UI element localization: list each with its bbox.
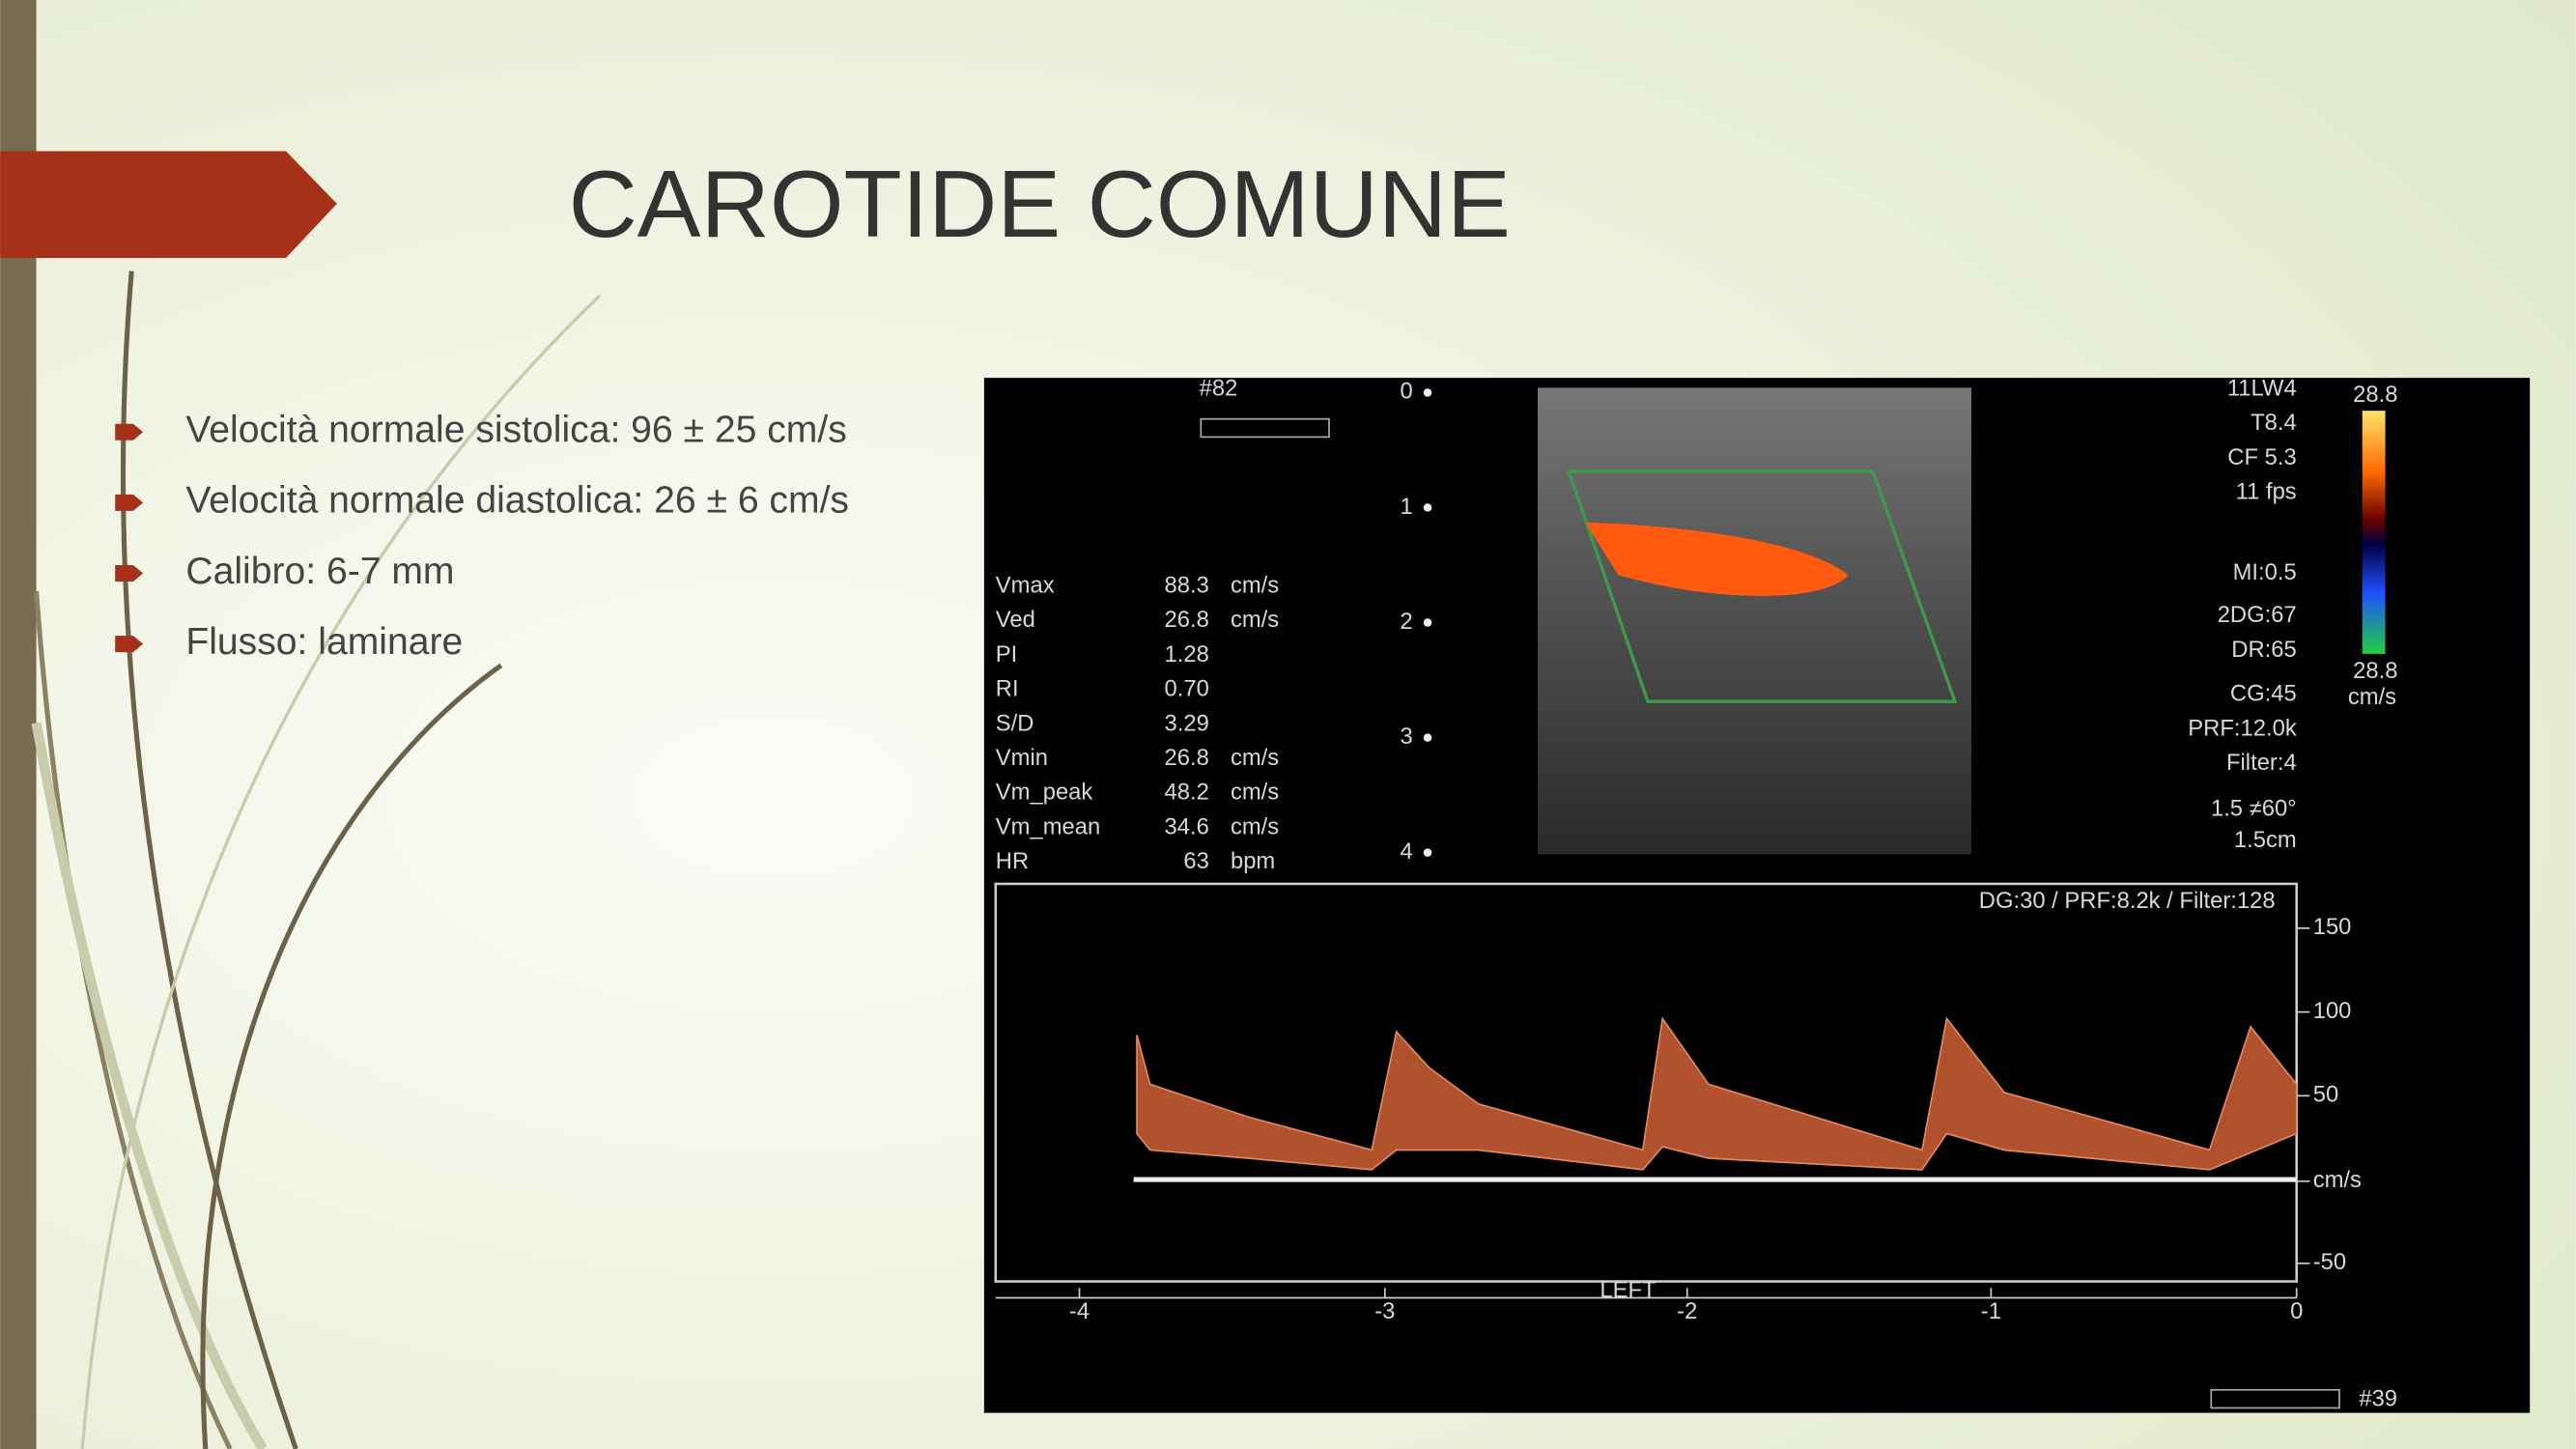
- depth-mark: 2: [1401, 609, 1413, 635]
- measurement-value: 48.2: [1165, 780, 1209, 806]
- bullet-marker: [115, 636, 144, 653]
- velocity-tick-label: 50: [2313, 1082, 2338, 1108]
- frame-bar: [1200, 417, 1330, 439]
- setting: 2DG:67: [2218, 602, 2297, 628]
- velocity-tick-label: 150: [2313, 914, 2352, 940]
- side-label: LEFT: [1599, 1277, 1656, 1303]
- time-tick-label: -1: [1981, 1298, 2001, 1324]
- color-box: [1566, 469, 1958, 703]
- measurement-unit: cm/s: [1231, 607, 1279, 633]
- measurement-value: 34.6: [1165, 813, 1209, 839]
- time-tick-label: -3: [1374, 1298, 1395, 1324]
- depth-dot: [1423, 618, 1432, 627]
- depth-dot: [1423, 848, 1432, 857]
- measurement-name: RI: [996, 676, 1019, 702]
- setting: CG:45: [2230, 681, 2297, 707]
- measurement-name: Vm_peak: [996, 780, 1093, 806]
- bullet-marker: [115, 565, 144, 582]
- depth-mark: 1: [1401, 494, 1413, 520]
- setting: T8.4: [2250, 410, 2297, 436]
- bullet-text: Flusso: laminare: [185, 621, 463, 663]
- vessel-flow: [1585, 522, 1849, 596]
- measurement-name: HR: [996, 848, 1029, 874]
- bullet-text: Velocità normale sistolica: 96 ± 25 cm/s: [185, 410, 846, 451]
- bullet-text: Velocità normale diastolica: 26 ± 6 cm/s: [185, 480, 849, 522]
- measurement-name: S/D: [996, 710, 1034, 736]
- bullet-marker: [115, 494, 144, 511]
- time-tick-label: -4: [1069, 1298, 1090, 1324]
- depth-mark: 3: [1401, 724, 1413, 750]
- setting: 1.5 ≠60°: [2211, 796, 2297, 822]
- bullet-text: Calibro: 6-7 mm: [185, 551, 454, 592]
- time-tick-label: -2: [1677, 1298, 1697, 1324]
- measurement-name: Vmax: [996, 572, 1055, 598]
- doppler-header: DG:30 / PRF:8.2k / Filter:128: [1979, 888, 2276, 914]
- depth-mark: 4: [1401, 838, 1413, 865]
- color-scale-label: 28.8: [2353, 658, 2397, 684]
- measurement-unit: cm/s: [1231, 572, 1279, 598]
- doppler-waveform: [1136, 1016, 2298, 1171]
- measurement-value: 88.3: [1165, 572, 1209, 598]
- depth-dot: [1423, 733, 1432, 742]
- measurement-value: 26.8: [1165, 607, 1209, 633]
- measurement-name: Vmin: [996, 745, 1048, 771]
- velocity-tick-label: 100: [2313, 998, 2352, 1024]
- measurement-unit: cm/s: [1231, 813, 1279, 839]
- color-scale-label: cm/s: [2348, 684, 2396, 710]
- setting: 11LW4: [2227, 375, 2297, 401]
- decor-curves: [31, 270, 602, 1449]
- setting: DR:65: [2231, 637, 2296, 663]
- time-tick-label: 0: [2290, 1298, 2303, 1324]
- depth-dot: [1423, 388, 1432, 397]
- setting: PRF:12.0k: [2188, 715, 2297, 741]
- bullet-marker: [115, 423, 144, 440]
- setting: 1.5cm: [2234, 827, 2297, 853]
- depth-dot: [1423, 503, 1432, 512]
- measurement-name: PI: [996, 641, 1017, 668]
- measurement-unit: cm/s: [1231, 780, 1279, 806]
- setting: Filter:4: [2226, 750, 2297, 776]
- measurement-value: 26.8: [1165, 745, 1209, 771]
- measurement-unit: bpm: [1231, 848, 1275, 874]
- frame-bar: [2210, 1388, 2340, 1409]
- measurement-name: Vm_mean: [996, 813, 1100, 839]
- measurement-value: 3.29: [1165, 710, 1209, 736]
- measurement-value: 63: [1183, 848, 1208, 874]
- velocity-tick-label: cm/s: [2313, 1167, 2362, 1193]
- depth-mark: 0: [1401, 379, 1413, 405]
- measurement-value: 0.70: [1165, 676, 1209, 702]
- color-scale-label: 28.8: [2353, 382, 2397, 408]
- color-scale-bar: [2362, 411, 2386, 654]
- measurement-name: Ved: [996, 607, 1035, 633]
- setting: MI:0.5: [2233, 559, 2297, 585]
- title-arrow: [0, 151, 337, 259]
- frame-number: #39: [2359, 1385, 2397, 1411]
- b-mode-view: [1538, 387, 1971, 855]
- setting: CF 5.3: [2227, 444, 2296, 470]
- frame-number: #82: [1200, 375, 1238, 401]
- measurement-unit: cm/s: [1231, 745, 1279, 771]
- slide-title: CAROTIDE COMUNE: [569, 151, 1511, 257]
- setting: 11 fps: [2236, 478, 2297, 504]
- doppler-box: [994, 882, 2298, 1283]
- velocity-tick-label: -50: [2313, 1249, 2346, 1275]
- measurement-value: 1.28: [1165, 641, 1209, 668]
